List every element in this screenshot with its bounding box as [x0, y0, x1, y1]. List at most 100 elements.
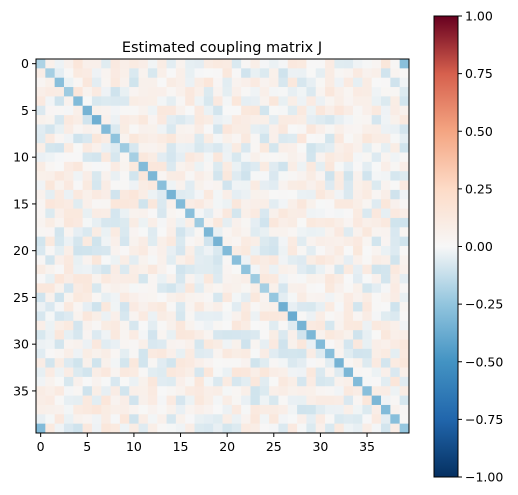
- heatmap-cell: [371, 339, 382, 350]
- heatmap-cell: [306, 404, 317, 415]
- heatmap-cell: [82, 395, 93, 406]
- heatmap-cell: [390, 59, 400, 69]
- heatmap-cell: [343, 404, 354, 415]
- heatmap-cell: [101, 376, 111, 387]
- heatmap-cell: [297, 115, 307, 125]
- heatmap-cell: [297, 227, 307, 237]
- heatmap-cell: [194, 367, 205, 378]
- heatmap-cell: [54, 199, 65, 209]
- heatmap-cell: [175, 283, 186, 294]
- heatmap-cell: [175, 274, 186, 284]
- heatmap-cell: [82, 283, 93, 294]
- heatmap-cell: [287, 292, 298, 303]
- heatmap-cell: [203, 255, 214, 265]
- heatmap-cell: [390, 180, 400, 191]
- heatmap-cell: [334, 227, 345, 237]
- heatmap-cell: [129, 255, 139, 265]
- heatmap-cell: [54, 246, 65, 256]
- heatmap-cell: [250, 208, 261, 219]
- heatmap-cell: [157, 283, 167, 294]
- heatmap-cell: [278, 124, 289, 135]
- heatmap-cell: [287, 171, 298, 181]
- heatmap-cell: [259, 180, 270, 191]
- heatmap-cell: [73, 404, 83, 415]
- heatmap-cell: [241, 59, 251, 69]
- heatmap-cell: [203, 115, 214, 125]
- heatmap-cell: [315, 227, 326, 237]
- heatmap-cell: [297, 217, 307, 228]
- heatmap-frame: [35, 58, 410, 434]
- heatmap-cell: [185, 339, 195, 350]
- heatmap-cell: [36, 96, 46, 107]
- heatmap-cell: [129, 133, 139, 144]
- heatmap-cell: [213, 339, 223, 350]
- heatmap-cell: [381, 133, 391, 144]
- heatmap-cell: [82, 208, 93, 219]
- heatmap-cell: [297, 283, 307, 294]
- heatmap-cell: [166, 330, 177, 340]
- heatmap-cell: [362, 217, 373, 228]
- heatmap-cell: [297, 274, 307, 284]
- heatmap-cell: [343, 414, 354, 424]
- heatmap-cell: [45, 292, 55, 303]
- heatmap-cell: [185, 87, 195, 97]
- heatmap-cell: [185, 59, 195, 69]
- heatmap-cell: [82, 339, 93, 350]
- heatmap-cell: [399, 423, 410, 434]
- heatmap-cell: [287, 59, 298, 69]
- heatmap-cell: [73, 161, 83, 172]
- heatmap-cell: [54, 386, 65, 396]
- heatmap-cell: [63, 348, 74, 359]
- heatmap-cell: [157, 264, 167, 275]
- heatmap-cell: [278, 115, 289, 125]
- heatmap-cell: [213, 77, 223, 88]
- heatmap-cell: [82, 96, 93, 107]
- heatmap-cell: [166, 161, 177, 172]
- heatmap-cell: [175, 264, 186, 275]
- heatmap-cell: [287, 414, 298, 424]
- heatmap-cell: [353, 77, 363, 88]
- heatmap-cell: [399, 339, 410, 350]
- heatmap-cell: [259, 199, 270, 209]
- heatmap-cell: [73, 414, 83, 424]
- heatmap-cell: [334, 143, 345, 153]
- heatmap-cell: [73, 246, 83, 256]
- heatmap-cell: [297, 367, 307, 378]
- heatmap-cell: [185, 199, 195, 209]
- heatmap-cell: [36, 59, 46, 69]
- heatmap-cell: [129, 208, 139, 219]
- heatmap-cell: [185, 246, 195, 256]
- heatmap-cell: [147, 115, 158, 125]
- heatmap-cell: [231, 96, 242, 107]
- heatmap-cell: [334, 246, 345, 256]
- heatmap-cell: [91, 255, 102, 265]
- heatmap-cell: [222, 143, 233, 153]
- heatmap-cell: [82, 302, 93, 312]
- heatmap-cell: [371, 152, 382, 163]
- heatmap-cell: [101, 339, 111, 350]
- heatmap-cell: [54, 236, 65, 247]
- heatmap-cell: [36, 320, 46, 331]
- heatmap-cell: [63, 283, 74, 294]
- colorbar-tick-label: 0.25: [465, 181, 493, 196]
- heatmap-cell: [306, 395, 317, 406]
- heatmap-cell: [119, 330, 130, 340]
- heatmap-cell: [259, 143, 270, 153]
- heatmap-cell: [306, 171, 317, 181]
- heatmap-cell: [45, 264, 55, 275]
- heatmap-cell: [334, 376, 345, 387]
- heatmap-cell: [129, 124, 139, 135]
- heatmap-cell: [73, 133, 83, 144]
- heatmap-cell: [213, 367, 223, 378]
- heatmap-cell: [287, 246, 298, 256]
- heatmap-cell: [325, 255, 335, 265]
- heatmap-cell: [157, 367, 167, 378]
- heatmap-cell: [185, 414, 195, 424]
- heatmap-cell: [45, 96, 55, 107]
- heatmap-cell: [334, 283, 345, 294]
- heatmap-cell: [269, 180, 279, 191]
- heatmap-cell: [157, 227, 167, 237]
- heatmap-cell: [119, 105, 130, 116]
- heatmap-cell: [203, 311, 214, 322]
- heatmap-cell: [203, 264, 214, 275]
